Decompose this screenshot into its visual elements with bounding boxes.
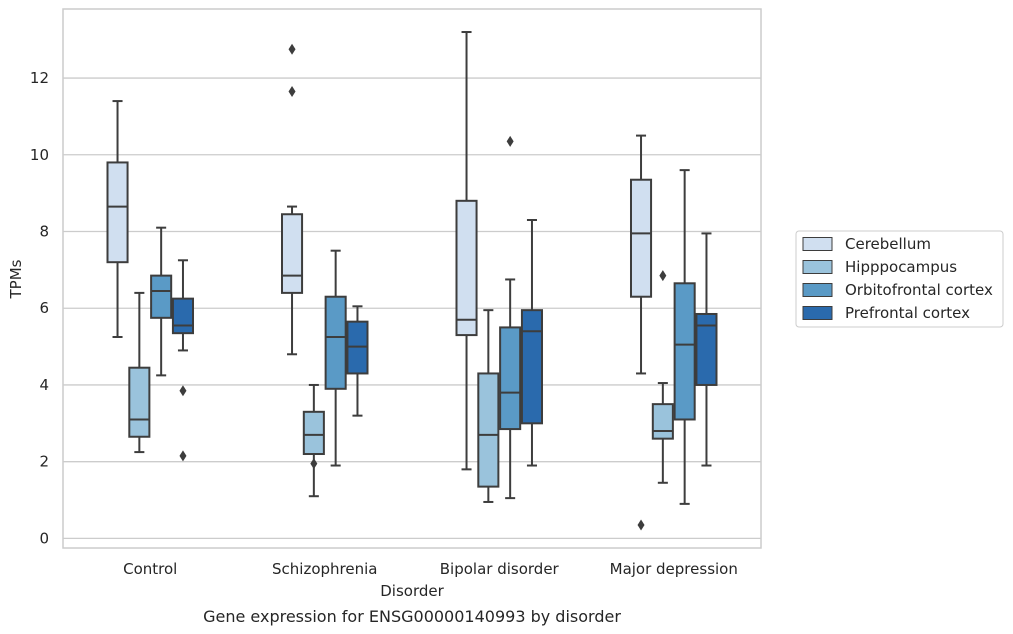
box: [499, 326, 522, 431]
y-tick-label: 10: [30, 146, 49, 164]
box-plot-item: [673, 169, 696, 505]
legend-swatch: [802, 260, 833, 274]
series-hipppocampus: [128, 270, 674, 503]
legend-label: Cerebellum: [845, 235, 931, 253]
y-tick-labels: 0 2 4 6 8 10 12: [30, 69, 49, 547]
box-plot-item: [280, 43, 304, 356]
outlier-point: [506, 135, 514, 147]
box-series: [106, 31, 718, 531]
x-tick-label: Bipolar disorder: [440, 560, 560, 578]
box-plot-item: [477, 309, 500, 503]
chart-caption: Gene expression for ENSG00000140993 by d…: [203, 607, 621, 626]
outlier-point: [288, 85, 296, 97]
box: [477, 372, 500, 488]
box: [455, 199, 478, 337]
box: [324, 295, 347, 390]
box-plot-item: [520, 218, 544, 467]
series-prefrontal-cortex: [171, 218, 718, 467]
box-plot-item: [346, 305, 369, 417]
x-tick-label: Major depression: [610, 560, 738, 578]
legend: Cerebellum Hipppocampus Orbitofrontal cort…: [795, 230, 1004, 328]
box-plot-item: [629, 134, 653, 531]
box: [695, 312, 718, 386]
legend-label: Hipppocampus: [845, 258, 957, 276]
x-tick-label: Schizophrenia: [272, 560, 377, 578]
box: [106, 161, 129, 264]
box: [150, 274, 173, 319]
box-plot-item: [695, 232, 718, 467]
series-orbitofrontal-cortex: [150, 135, 696, 505]
legend-swatch: [802, 306, 833, 320]
box: [171, 297, 195, 335]
box-plot-item: [302, 383, 325, 498]
box: [520, 309, 544, 425]
x-axis-title: Disorder: [380, 582, 444, 600]
box-plot-item: [128, 291, 151, 454]
box-plot-item: [324, 249, 347, 467]
x-tick-labels: Control Schizophrenia Bipolar disorder Majo…: [123, 560, 738, 578]
outlier-point: [637, 519, 645, 531]
legend-swatch: [802, 237, 833, 251]
outlier-point: [288, 43, 296, 55]
box: [302, 410, 325, 456]
box-plot-item: [455, 31, 478, 471]
y-tick-label: 6: [39, 299, 49, 317]
y-tick-label: 2: [39, 453, 49, 471]
box-plot-item: [499, 135, 522, 500]
box: [651, 403, 674, 440]
plot-frame: [62, 8, 762, 549]
outlier-point: [179, 450, 187, 462]
legend-frame: [795, 230, 1004, 328]
box: [673, 282, 696, 421]
y-tick-label: 4: [39, 376, 49, 394]
outlier-point: [310, 458, 318, 470]
outlier-point: [179, 385, 187, 397]
legend-label: Orbitofrontal cortex: [845, 281, 993, 299]
x-tick-label: Control: [123, 560, 177, 578]
y-tick-label: 8: [39, 223, 49, 241]
y-tick-label: 12: [30, 69, 49, 87]
y-axis-title: TPMs: [7, 259, 25, 299]
box-plot-item: [171, 259, 195, 462]
box-plot-item: [106, 100, 129, 339]
y-tick-label: 0: [39, 529, 49, 547]
legend-swatch: [802, 283, 833, 297]
series-cerebellum: [106, 31, 653, 531]
legend-label: Prefrontal cortex: [845, 304, 970, 322]
box: [128, 366, 151, 438]
outlier-point: [659, 270, 667, 282]
box: [280, 213, 304, 294]
box-plot-item: [150, 226, 173, 377]
box: [629, 178, 653, 298]
box-plot-item: [651, 270, 674, 484]
